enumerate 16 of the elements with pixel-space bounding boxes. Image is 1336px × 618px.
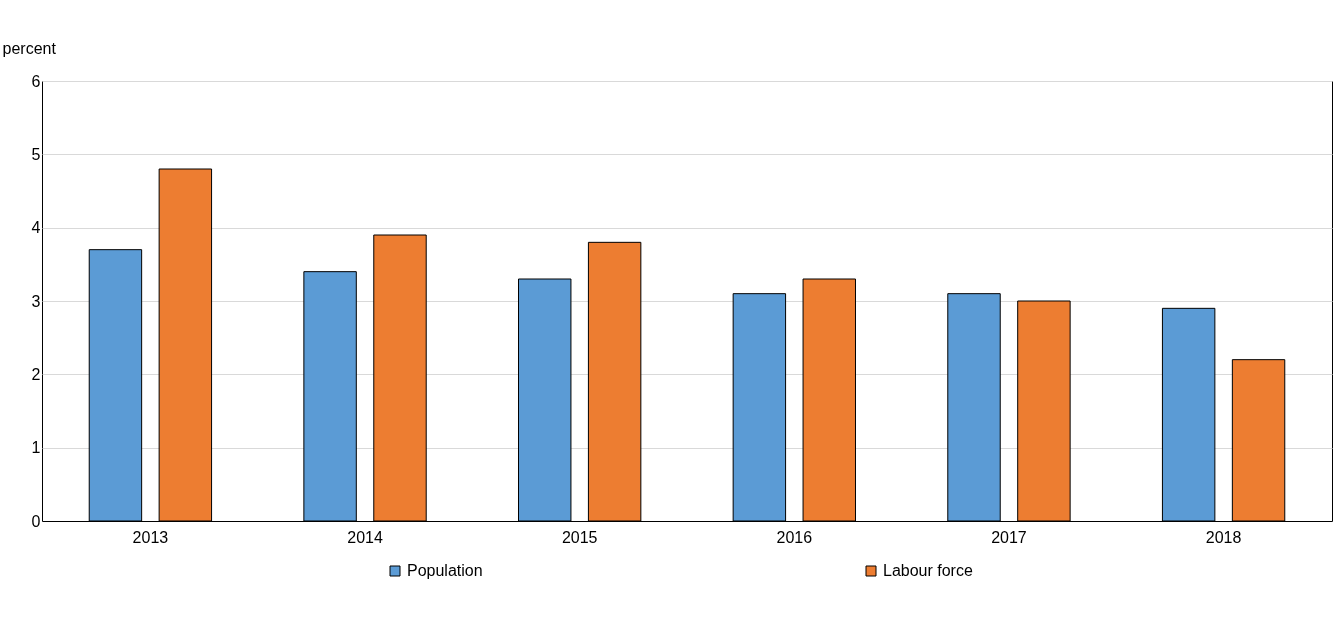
y-tick-label: 4 — [31, 219, 41, 237]
x-tick-label: 2013 — [132, 528, 169, 546]
x-tick-label: 2016 — [776, 528, 813, 546]
x-tick-label: 2014 — [347, 528, 383, 546]
y-tick-label: 1 — [31, 439, 41, 457]
y-tick-label: 6 — [31, 72, 41, 90]
y-tick-label: 2 — [31, 365, 41, 383]
y-tick-label: 0 — [31, 512, 41, 530]
x-tick-label: 2015 — [561, 528, 598, 546]
y-tick-label: 5 — [31, 145, 41, 163]
y-tick-label: 3 — [31, 292, 41, 310]
legend-label: Population — [407, 562, 483, 579]
y-axis-title: percent — [2, 39, 57, 57]
x-tick-label: 2018 — [1205, 528, 1242, 546]
legend-label: Labour force — [883, 562, 973, 579]
x-tick-label: 2017 — [991, 528, 1027, 546]
